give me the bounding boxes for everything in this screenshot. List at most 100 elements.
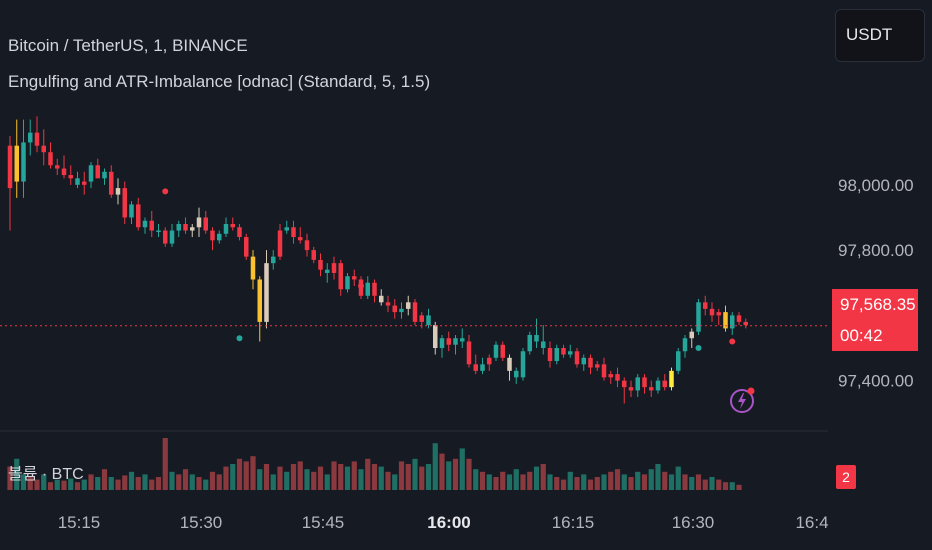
currency-button[interactable]: USDT	[835, 9, 925, 62]
symbol-title[interactable]: Bitcoin / TetherUS, 1, BINANCE	[8, 36, 248, 55]
candle	[635, 374, 640, 397]
candle-body	[136, 204, 141, 228]
candle-body	[595, 364, 600, 368]
candle-body	[574, 351, 580, 365]
volume-bar	[149, 479, 155, 490]
volume-bar	[695, 474, 702, 490]
candle	[480, 357, 485, 375]
candle	[183, 217, 188, 234]
candle	[527, 331, 532, 355]
time-axis[interactable]: 15:15 15:30 15:45 16:00 16:15 16:30 16:4	[58, 513, 829, 532]
candle-body	[426, 315, 431, 326]
time-tick-label: 15:30	[180, 513, 223, 532]
volume-bar	[14, 458, 20, 490]
candle	[82, 171, 87, 195]
candle-body	[331, 263, 337, 273]
candle-body	[453, 338, 458, 345]
candle	[487, 354, 492, 371]
candle	[574, 348, 580, 368]
volume-bar	[689, 477, 695, 490]
volume-bar	[216, 474, 222, 490]
candle	[149, 210, 154, 238]
candle-body	[156, 230, 161, 233]
candle	[298, 227, 303, 244]
candle-body	[244, 237, 249, 257]
candle-body	[628, 387, 634, 391]
candle-body	[534, 334, 539, 342]
lightning-alert-icon[interactable]	[728, 385, 758, 415]
volume-bar	[162, 438, 168, 490]
volume-bar	[135, 477, 141, 490]
candle	[473, 354, 478, 375]
candle-body	[7, 145, 13, 189]
volume-bar	[547, 474, 553, 490]
volume-bar	[716, 479, 722, 490]
candle	[736, 312, 742, 326]
time-tick-label: 16:00	[427, 513, 470, 532]
volume-bar	[473, 469, 479, 490]
candle	[230, 217, 235, 231]
volume-bar	[371, 464, 378, 490]
candle	[372, 279, 377, 303]
candle	[41, 129, 46, 166]
candle	[28, 119, 33, 156]
candle	[217, 230, 222, 244]
candle	[237, 224, 242, 241]
volume-bar	[702, 479, 708, 490]
candle-body	[635, 377, 640, 391]
volume-bar	[331, 461, 337, 490]
volume-bar	[81, 479, 87, 490]
candle-body	[250, 256, 256, 280]
candle	[507, 354, 512, 381]
candle	[68, 165, 73, 185]
candle	[196, 207, 202, 238]
candle	[412, 299, 418, 326]
candle-body	[372, 282, 377, 296]
volume-bar	[290, 464, 297, 490]
candle	[655, 377, 661, 394]
time-tick-label: 16:15	[552, 513, 595, 532]
candle-body	[399, 308, 404, 313]
last-price-tag: 97,568.35	[832, 289, 918, 320]
candle-body	[730, 315, 735, 329]
volume-bar	[587, 479, 594, 490]
volume-bar	[365, 458, 371, 490]
volume-bar	[398, 461, 405, 490]
volume-bar	[378, 466, 384, 490]
volume-bar	[601, 474, 607, 490]
volume-legend[interactable]: 볼륨 · BTC	[8, 466, 84, 483]
candle-body	[682, 338, 688, 352]
volume-bar	[284, 471, 290, 490]
volume-bar	[155, 477, 162, 490]
candle	[615, 367, 620, 388]
volume-bar	[47, 482, 54, 490]
indicator-title[interactable]: Engulfing and ATR-Imbalance [odnac] (Sta…	[8, 72, 431, 91]
price-axis[interactable]: 98,000.00 97,800.00 97,400.00	[838, 176, 914, 391]
candle	[608, 370, 613, 384]
candle	[142, 217, 148, 234]
volume-bar	[351, 461, 357, 490]
candle	[601, 357, 607, 381]
candle	[743, 318, 748, 329]
candle-body	[149, 220, 154, 231]
candle-body	[588, 357, 593, 368]
candle-body	[304, 240, 310, 251]
candle	[514, 367, 519, 384]
volume-bar	[263, 464, 270, 490]
volume-bar	[304, 469, 310, 490]
volume-bar	[662, 471, 668, 490]
candle	[318, 253, 323, 277]
candle	[95, 158, 100, 179]
time-tick-label: 15:45	[302, 513, 345, 532]
candle-body	[41, 145, 46, 153]
volume-badge: 2	[836, 465, 856, 489]
volume-bar	[277, 466, 283, 490]
candle-body	[466, 341, 472, 365]
volume-bar	[446, 461, 452, 490]
candle	[264, 250, 269, 329]
volume-bar	[648, 469, 654, 490]
candle	[642, 374, 647, 394]
volume-bar	[169, 471, 175, 490]
candle	[581, 354, 586, 371]
